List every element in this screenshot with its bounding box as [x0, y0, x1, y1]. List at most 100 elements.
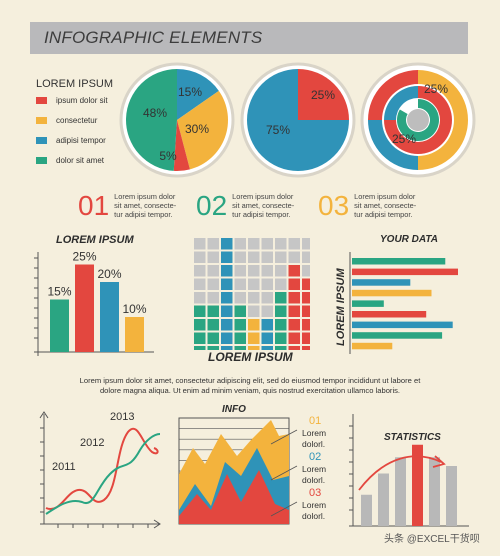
legend-swatch	[36, 137, 47, 144]
waffle-cell	[248, 332, 260, 344]
waffle-cell	[288, 305, 300, 317]
pie-label: 25%	[311, 88, 335, 102]
waffle-cell	[194, 238, 206, 250]
waffle-cell	[288, 346, 300, 350]
stat-bar	[429, 457, 440, 526]
waffle-cell	[288, 278, 300, 290]
ring-segment	[384, 86, 418, 120]
waffle-cell	[194, 319, 206, 331]
legend-item: dolor sit amet	[36, 156, 108, 165]
vertical-bar-chart: 15% 25%20% 10%	[34, 250, 154, 356]
title-bar	[30, 22, 468, 54]
numbered-text: Lorem ipsum dolor sit amet, consecte- tu…	[232, 192, 312, 219]
horizontal-bar-chart: LOREM IPSUM	[335, 252, 458, 354]
waffle-cell	[248, 265, 260, 277]
waffle-cell	[275, 346, 287, 350]
waffle-cell	[275, 278, 287, 290]
legend-label: consectetur	[56, 116, 98, 125]
pie-label: 25%	[392, 132, 416, 146]
bar-label: 20%	[97, 267, 121, 281]
area-red	[179, 470, 289, 524]
waffle-cell	[248, 319, 260, 331]
waffle-cell	[234, 346, 246, 350]
waffle-cell	[275, 265, 287, 277]
stat-bar	[446, 466, 457, 526]
ring-segment	[418, 120, 468, 170]
trend-arrowhead	[432, 455, 446, 468]
numbered-item-3: 03 Lorem ipsum dolor sit amet, consecte-…	[318, 192, 434, 220]
waffle-cell	[302, 292, 310, 304]
hbar-bar	[352, 321, 453, 329]
info-text: Lorem	[302, 428, 326, 438]
waffle-cell	[248, 292, 260, 304]
pie-label: 75%	[266, 123, 290, 137]
waffle-cell	[194, 251, 206, 263]
waffle-cell	[248, 238, 260, 250]
numbered-text: Lorem ipsum dolor sit amet, consecte- tu…	[114, 192, 194, 219]
waffle-cell	[302, 346, 310, 350]
pie-slice	[125, 69, 177, 171]
waffle-cell	[194, 278, 206, 290]
stats-title: STATISTICS	[384, 432, 441, 443]
legend-item: ipsum dolor sit	[36, 96, 108, 105]
hbar-bar	[352, 289, 432, 297]
hbar-bar	[352, 258, 446, 265]
waffle-cell	[234, 251, 246, 263]
waffle-cell	[234, 238, 246, 250]
bar	[50, 299, 69, 352]
info-text: dolorl.	[302, 475, 325, 485]
leader-line	[270, 429, 298, 445]
waffle-cell	[221, 238, 233, 250]
watermark: 头条 @EXCEL干货呗	[384, 534, 480, 545]
hbar-bar	[352, 300, 384, 307]
waffle-cell	[234, 278, 246, 290]
statistics-chart	[349, 414, 469, 527]
legend-item: adipisi tempor	[36, 136, 108, 145]
pie-label: 15%	[178, 85, 202, 99]
waffle-cell	[248, 305, 260, 317]
legend-swatch	[36, 117, 47, 124]
waffle-cell	[194, 265, 206, 277]
waffle-cell	[248, 278, 260, 290]
waffle-cell	[194, 332, 206, 344]
info-title: INFO	[222, 404, 246, 415]
waffle-cell	[275, 251, 287, 263]
info-number: 02	[309, 451, 321, 463]
waffle-cell	[234, 305, 246, 317]
line-series-green	[45, 433, 161, 515]
paragraph-line: dolore magna aliqua. Ut enim ad minim ve…	[99, 386, 401, 395]
hbar-bar	[352, 332, 443, 339]
leader-line	[270, 501, 298, 517]
waffle-cell	[288, 319, 300, 331]
waffle-cell	[221, 278, 233, 290]
waffle-cell	[261, 238, 273, 250]
waffle-cell	[302, 332, 310, 344]
bar-label: 15%	[47, 285, 71, 299]
waffle-cell	[275, 292, 287, 304]
stat-bar	[412, 444, 423, 526]
trend-curve	[358, 455, 442, 491]
legend-label: ipsum dolor sit	[56, 96, 108, 105]
waffle-cell	[288, 332, 300, 344]
ring-segment	[418, 70, 468, 120]
bar-label: 25%	[72, 250, 96, 264]
y-arrow	[39, 411, 49, 419]
info-text: dolorl.	[302, 511, 325, 521]
waffle-cell	[261, 332, 273, 344]
pie-label: 48%	[143, 106, 167, 120]
waffle-cell	[261, 319, 273, 331]
waffle-cell	[275, 238, 287, 250]
waffle-cell	[207, 346, 219, 350]
legend-label: adipisi tempor	[56, 136, 106, 145]
stat-bar	[361, 494, 372, 526]
bar	[100, 282, 119, 352]
paragraph-line: Lorem ipsum dolor sit amet, consectetur …	[79, 376, 421, 385]
waffle-cell	[234, 265, 246, 277]
waffle-cell	[207, 265, 219, 277]
waffle-cell	[221, 332, 233, 344]
text-line: tur adipisi tempor.	[232, 210, 291, 219]
line-label: 2012	[80, 437, 104, 449]
bar-label: 10%	[122, 302, 146, 316]
hbar-bar	[352, 268, 458, 276]
waffle-cell	[248, 251, 260, 263]
